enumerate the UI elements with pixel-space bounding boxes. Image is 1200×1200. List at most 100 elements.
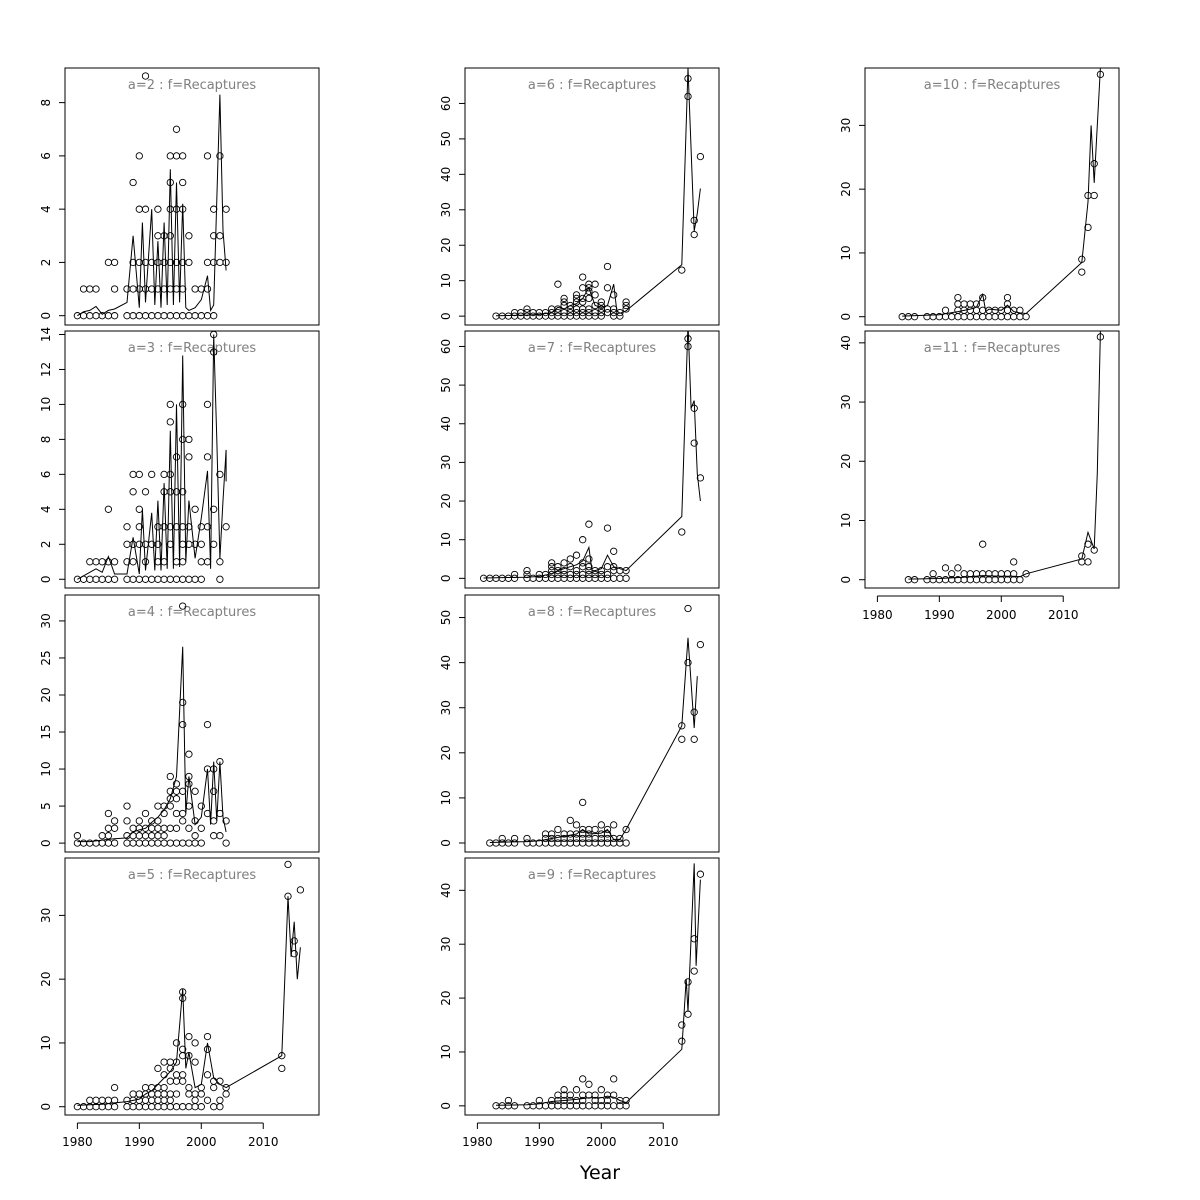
- data-point: [684, 74, 692, 83]
- data-point: [498, 574, 506, 582]
- data-point: [572, 551, 581, 559]
- data-point: [197, 1103, 205, 1111]
- data-point: [203, 558, 212, 566]
- data-point: [98, 832, 106, 840]
- data-point: [579, 570, 587, 579]
- data-point: [166, 575, 174, 583]
- data-point: [566, 555, 574, 563]
- y-tick-label: 20: [439, 238, 453, 253]
- data-point: [684, 335, 692, 343]
- plot-frame: [464, 857, 720, 1116]
- data-point: [591, 574, 599, 582]
- data-point: [185, 824, 193, 832]
- data-point: [166, 470, 174, 479]
- data-point: [910, 313, 919, 321]
- data-point: [166, 152, 174, 160]
- data-point: [572, 291, 581, 299]
- data-point: [696, 474, 705, 482]
- data-point: [554, 825, 562, 834]
- data-point: [160, 558, 168, 566]
- panel-3: a=3 : f=Recaptures 0 2 4 6 8 10 12 14: [39, 327, 320, 589]
- data-point: [185, 750, 193, 758]
- data-point: [172, 787, 181, 795]
- data-point: [941, 313, 950, 321]
- data-point: [179, 540, 187, 548]
- data-point: [610, 1075, 618, 1083]
- data-point: [1010, 558, 1018, 566]
- data-point: [1084, 540, 1092, 548]
- plot-frame: [464, 67, 720, 326]
- data-point: [216, 575, 224, 583]
- data-point: [123, 817, 131, 825]
- data-point: [591, 291, 599, 299]
- data-point: [172, 575, 181, 583]
- data-point: [110, 285, 119, 293]
- data-point: [129, 178, 137, 187]
- data-point: [554, 280, 562, 288]
- data-point: [579, 284, 587, 292]
- data-point: [98, 839, 106, 847]
- data-point: [210, 258, 218, 267]
- data-point: [696, 870, 705, 878]
- data-point: [92, 575, 100, 583]
- data-point: [1003, 306, 1012, 314]
- x-tick-label: 2000: [586, 1135, 617, 1149]
- plot-frame: [464, 594, 720, 853]
- data-point: [684, 604, 692, 613]
- data-point: [1084, 223, 1092, 232]
- data-point: [185, 1052, 193, 1060]
- data-point: [966, 306, 974, 314]
- data-point: [690, 708, 698, 716]
- x-tick-label: 2010: [1048, 608, 1079, 622]
- data-point: [904, 576, 913, 584]
- data-point: [110, 1103, 119, 1111]
- data-point: [991, 313, 999, 321]
- data-point: [591, 834, 599, 843]
- data-point: [960, 313, 968, 321]
- y-tick-label: 20: [839, 182, 853, 197]
- y-tick-label: 20: [439, 493, 453, 508]
- data-point: [123, 802, 131, 810]
- data-point: [210, 205, 218, 213]
- y-tick-label: 20: [439, 990, 453, 1005]
- data-point: [166, 772, 174, 781]
- y-tick-label: 2: [39, 259, 53, 267]
- x-tick-label: 1980: [62, 1135, 93, 1149]
- data-point: [179, 558, 187, 566]
- data-point: [166, 205, 174, 213]
- data-point: [179, 178, 187, 187]
- data-point: [104, 505, 113, 513]
- data-point: [110, 558, 119, 566]
- data-point: [160, 258, 168, 267]
- data-point: [135, 205, 143, 213]
- data-point: [566, 563, 574, 571]
- data-point: [210, 832, 218, 840]
- data-point: [678, 735, 686, 743]
- data-point: [622, 839, 630, 847]
- data-point: [1084, 558, 1092, 566]
- data-point: [135, 1103, 143, 1111]
- data-point: [172, 1090, 181, 1098]
- data-point: [191, 1058, 199, 1066]
- data-point: [603, 574, 612, 582]
- data-point: [154, 839, 162, 847]
- data-point: [172, 1039, 181, 1047]
- data-point: [154, 232, 162, 240]
- data-point: [160, 809, 168, 818]
- data-point: [129, 824, 137, 832]
- data-point: [610, 1102, 618, 1110]
- data-point: [110, 312, 119, 320]
- data-point: [135, 832, 143, 840]
- panel-title: a=4 : f=Recaptures: [128, 605, 256, 620]
- panel-title: a=6 : f=Recaptures: [528, 78, 656, 93]
- y-tick-label: 20: [39, 972, 53, 987]
- data-point: [684, 92, 692, 101]
- data-point: [210, 817, 218, 825]
- data-point: [79, 575, 88, 583]
- data-point: [210, 505, 218, 513]
- data-point: [172, 558, 181, 566]
- data-point: [510, 834, 519, 843]
- panel-title: a=7 : f=Recaptures: [528, 341, 656, 356]
- data-point: [597, 1086, 605, 1094]
